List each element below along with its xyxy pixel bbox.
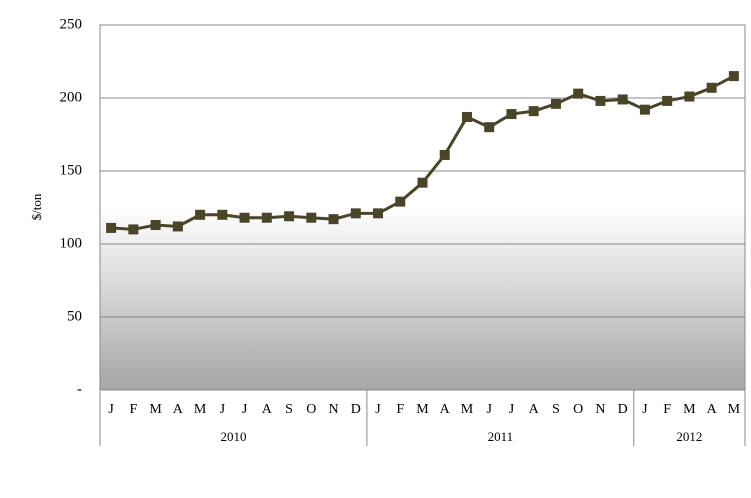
marker xyxy=(373,208,384,219)
marker xyxy=(506,109,517,120)
x-tick-label: M xyxy=(683,402,696,417)
marker xyxy=(417,177,428,188)
marker xyxy=(195,209,206,220)
marker xyxy=(550,98,561,109)
y-tick-label: 50 xyxy=(67,308,82,324)
marker xyxy=(239,212,250,223)
marker xyxy=(728,71,739,82)
marker xyxy=(639,104,650,115)
x-tick-label: S xyxy=(285,402,293,417)
y-tick-label: 100 xyxy=(60,235,83,251)
x-tick-label: M xyxy=(728,402,741,417)
marker xyxy=(528,106,539,117)
x-tick-label: J xyxy=(108,402,114,417)
x-tick-label: D xyxy=(351,402,361,417)
x-group-label: 2010 xyxy=(220,429,246,444)
marker xyxy=(306,212,317,223)
plot-area xyxy=(99,24,746,391)
x-tick-label: A xyxy=(529,402,540,417)
marker xyxy=(684,91,695,102)
marker xyxy=(328,214,339,225)
marker xyxy=(217,209,228,220)
marker xyxy=(350,208,361,219)
y-tick-label: 200 xyxy=(60,89,83,105)
marker xyxy=(617,94,628,105)
x-tick-label: F xyxy=(129,402,137,417)
x-tick-label: A xyxy=(707,402,718,417)
x-tick-label: A xyxy=(262,402,273,417)
x-tick-label: M xyxy=(194,402,207,417)
marker xyxy=(662,95,673,106)
x-tick-label: M xyxy=(416,402,429,417)
marker xyxy=(106,222,117,233)
x-group-label: 2011 xyxy=(488,429,514,444)
marker xyxy=(439,149,450,160)
x-tick-label: J xyxy=(375,402,381,417)
marker xyxy=(461,111,472,122)
x-tick-label: J xyxy=(509,402,515,417)
x-tick-label: S xyxy=(552,402,560,417)
x-tick-label: M xyxy=(461,402,474,417)
marker xyxy=(128,224,139,235)
marker xyxy=(573,88,584,99)
x-tick-label: A xyxy=(173,402,184,417)
x-tick-label: J xyxy=(242,402,248,417)
x-tick-label: O xyxy=(306,402,316,417)
y-tick-label: 250 xyxy=(60,16,83,32)
y-tick-label: - xyxy=(77,381,82,397)
x-tick-label: M xyxy=(149,402,162,417)
x-tick-label: N xyxy=(595,402,605,417)
x-tick-label: N xyxy=(328,402,338,417)
x-tick-label: J xyxy=(220,402,226,417)
marker xyxy=(484,122,495,133)
marker xyxy=(172,221,183,232)
x-tick-label: A xyxy=(440,402,451,417)
y-tick-label: 150 xyxy=(60,162,83,178)
y-axis-label: $/ton xyxy=(29,193,44,220)
marker xyxy=(706,82,717,93)
marker xyxy=(261,212,272,223)
marker xyxy=(284,211,295,222)
x-tick-label: F xyxy=(663,402,671,417)
x-tick-label: O xyxy=(573,402,583,417)
x-tick-label: J xyxy=(486,402,492,417)
marker xyxy=(395,196,406,207)
x-tick-label: F xyxy=(396,402,404,417)
x-tick-label: D xyxy=(618,402,628,417)
x-group-label: 2012 xyxy=(676,429,702,444)
marker xyxy=(595,95,606,106)
x-tick-label: J xyxy=(642,402,648,417)
marker xyxy=(150,220,161,231)
